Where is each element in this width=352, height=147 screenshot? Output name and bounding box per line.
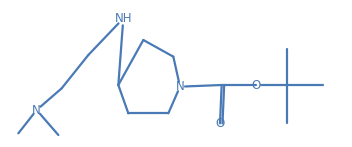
Text: NH: NH bbox=[115, 12, 132, 25]
Text: O: O bbox=[251, 78, 260, 91]
Text: O: O bbox=[215, 117, 225, 130]
Text: N: N bbox=[176, 80, 184, 93]
Text: N: N bbox=[32, 103, 41, 117]
